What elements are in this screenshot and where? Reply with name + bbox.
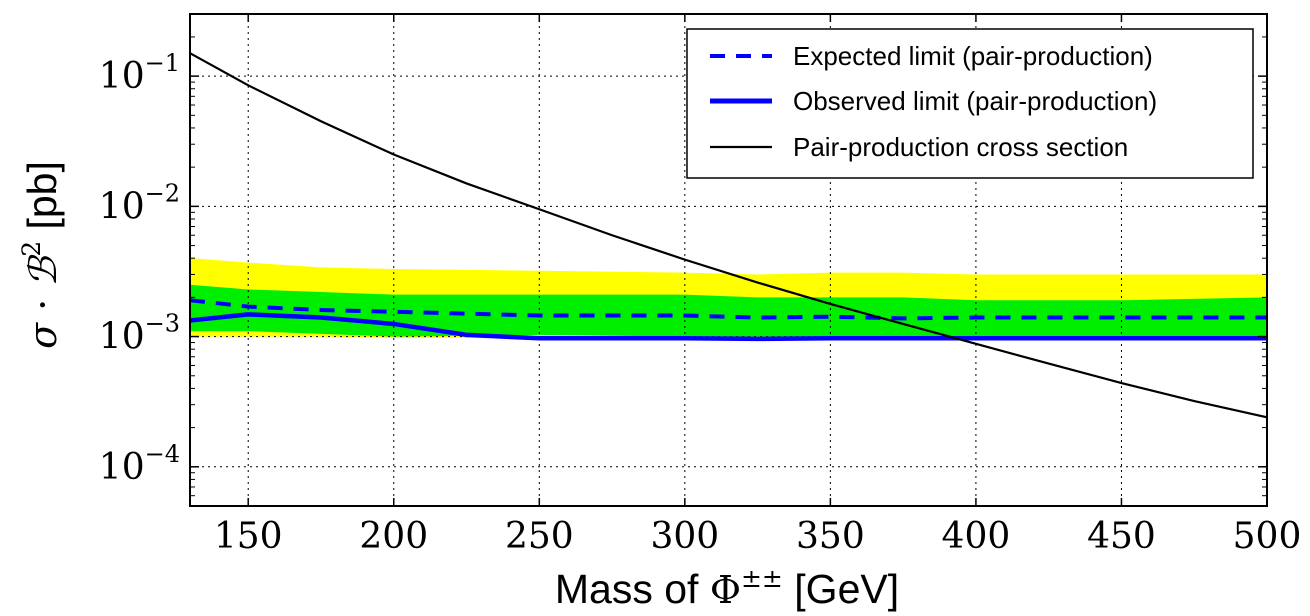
legend: Expected limit (pair-production) Observe…	[686, 28, 1254, 179]
y-tick-label: 10−4	[99, 440, 180, 488]
x-tick-label: 500	[1233, 516, 1302, 557]
x-tick-label: 400	[942, 516, 1011, 557]
y-tick-label: 10−3	[99, 310, 180, 358]
plot-frame	[189, 13, 1268, 507]
y-axis-title: σ · ℬ2 [pb]	[17, 161, 65, 349]
uncertainty-bands	[190, 258, 1267, 340]
legend-label-cross-section: Pair-production cross section	[793, 132, 1128, 162]
x-tick-label: 250	[505, 516, 574, 557]
x-axis-title: Mass of Φ±± [GeV]	[555, 564, 899, 612]
observed-limit-line	[189, 312, 1267, 342]
legend-box	[686, 28, 1254, 179]
x-tick-label: 450	[1087, 516, 1156, 557]
x-tick-label: 150	[214, 516, 283, 557]
x-tick-label: 350	[796, 516, 865, 557]
legend-label-expected: Expected limit (pair-production)	[793, 41, 1153, 71]
cross-section-line	[189, 52, 1268, 419]
series-lines	[189, 52, 1268, 419]
x-tick-label: 200	[359, 516, 428, 557]
band-one-sigma	[190, 284, 1267, 340]
y-tick-label: 10−1	[99, 49, 180, 97]
y-tick-label: 10−2	[99, 179, 180, 227]
x-tick-label: 300	[650, 516, 719, 557]
legend-label-observed: Observed limit (pair-production)	[793, 86, 1157, 116]
axis-ticks: 150 200 250 300 350 400 450 500 10−4 10−3 10−2 10−1	[99, 14, 1302, 557]
expected-limit-line	[189, 298, 1267, 321]
plot-frame-rect	[189, 13, 1268, 507]
